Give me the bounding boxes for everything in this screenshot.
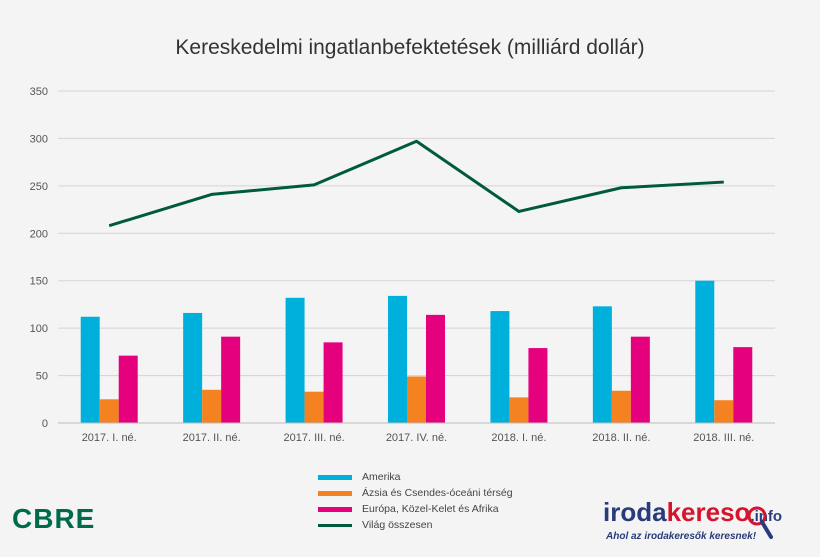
bar-ázsia-1	[202, 389, 222, 423]
magnifier-icon	[747, 506, 773, 539]
y-tick-label-300: 300	[30, 133, 48, 145]
logo-part-iroda: iroda	[603, 497, 667, 527]
chart-plot-area: 0 50 100 150 200 250 300 350 2017. I. né. 2017. I…	[30, 86, 775, 444]
legend-label-3: Világ összesen	[362, 519, 433, 531]
y-tick-label-0: 0	[42, 418, 48, 430]
legend-entry-0: Amerika	[318, 469, 513, 485]
y-tick-label-50: 50	[36, 371, 48, 383]
x-tick-label-6: 2018. III. né.	[693, 432, 754, 444]
chart-title: Kereskedelmi ingatlanbefektetések (milli…	[175, 36, 645, 59]
bar-ázsia-6	[714, 400, 734, 423]
bar-eurpa-0	[118, 355, 138, 423]
legend-entry-3: Világ összesen	[318, 517, 513, 533]
logo-part-keres: keres	[666, 497, 735, 527]
x-tick-label-1: 2017. II. né.	[183, 432, 241, 444]
bar-ázsia-2	[304, 391, 324, 423]
y-tick-label-150: 150	[30, 276, 48, 288]
bar-amerika-6	[695, 280, 715, 423]
legend-swatch-0	[318, 474, 352, 480]
legend-swatch-1	[318, 490, 352, 496]
line-vilag-osszesen	[108, 139, 724, 228]
y-tick-label-350: 350	[30, 86, 48, 98]
x-tick-label-3: 2017. IV. né.	[386, 432, 447, 444]
bar-eurpa-3	[426, 314, 445, 423]
bar-ázsia-5	[611, 390, 631, 423]
bar-eurpa-2	[323, 342, 343, 423]
chart-legend: Amerika Ázsia és Csendes-óceáni térség Eur…	[318, 469, 513, 533]
y-tick-label-100: 100	[30, 323, 48, 335]
bar-amerika-2	[285, 297, 305, 423]
bar-amerika-4	[490, 311, 510, 423]
cbre-logo: CBRE	[12, 503, 96, 534]
legend-entry-2: Európa, Közel-Kelet és Afrika	[318, 501, 513, 517]
legend-swatch-3	[318, 523, 352, 527]
bar-ázsia-0	[99, 399, 119, 423]
irodakereso-logo: irodakereso.info	[603, 497, 782, 528]
bar-amerika-1	[183, 312, 203, 423]
legend-label-1: Ázsia és Csendes-óceáni térség	[362, 487, 513, 499]
logo-tagline: Ahol az irodakeresők keresnek!	[606, 531, 757, 542]
bar-eurpa-1	[221, 336, 241, 423]
bar-amerika-3	[388, 295, 407, 423]
x-tick-label-2: 2017. III. né.	[283, 432, 344, 444]
x-tick-label-4: 2018. I. né.	[491, 432, 546, 444]
bar-amerika-5	[592, 306, 612, 423]
legend-label-2: Európa, Közel-Kelet és Afrika	[362, 503, 499, 515]
y-tick-label-200: 200	[30, 228, 48, 240]
x-tick-label-5: 2018. II. né.	[592, 432, 650, 444]
legend-entry-1: Ázsia és Csendes-óceáni térség	[318, 485, 513, 501]
bar-eurpa-4	[528, 348, 548, 423]
bar-amerika-0	[80, 316, 100, 423]
legend-label-0: Amerika	[362, 471, 401, 483]
bar-eurpa-6	[733, 347, 753, 423]
logo-part-o: o	[734, 497, 751, 527]
bar-eurpa-5	[630, 336, 650, 423]
bar-ázsia-3	[407, 376, 426, 423]
x-tick-label-0: 2017. I. né.	[82, 432, 137, 444]
y-tick-label-250: 250	[30, 181, 48, 193]
legend-swatch-2	[318, 506, 352, 512]
bar-ázsia-4	[509, 397, 529, 423]
